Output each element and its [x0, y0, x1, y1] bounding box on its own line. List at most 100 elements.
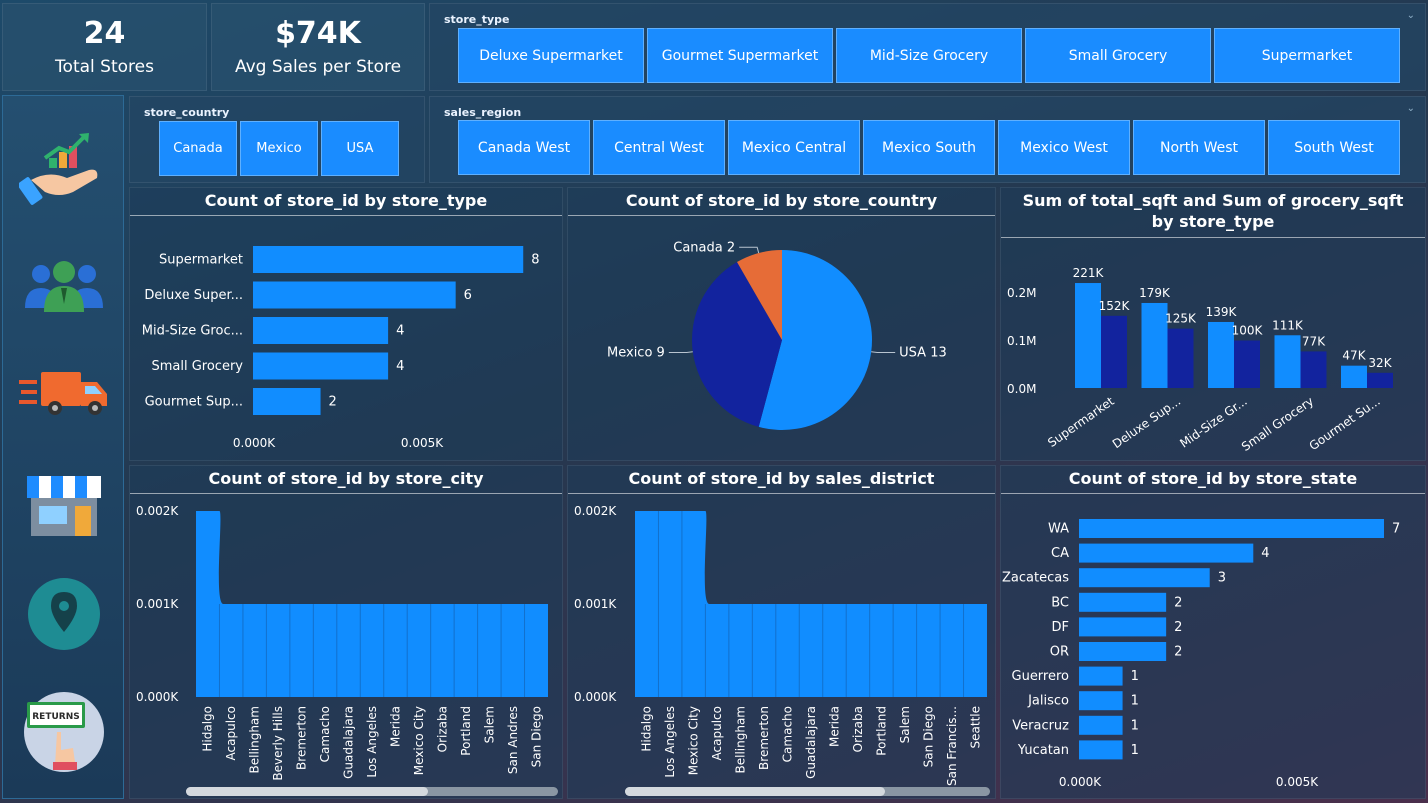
slicer-option[interactable]: Mexico [240, 121, 318, 176]
kpi-label: Total Stores [55, 57, 154, 77]
chart-by-store-type: Count of store_id by store_type Supermar… [129, 187, 563, 461]
kpi-value: $74K [275, 16, 361, 51]
chart-title: Sum of total_sqft and Sum of grocery_sqf… [1022, 191, 1404, 231]
bar [1079, 519, 1384, 538]
slicer-option[interactable]: Mexico Central [728, 120, 860, 175]
customers-icon[interactable] [19, 246, 109, 326]
y-tick-label: 0.1M [1007, 334, 1036, 348]
data-label: 1 [1131, 669, 1139, 684]
chart-canvas: 0.0M 0.1M 0.2M 221K 152K Supermarket 179K 125K D… [1007, 266, 1393, 454]
x-tick-label: 0.005K [1276, 775, 1319, 789]
slicer-option[interactable]: Canada [159, 121, 237, 176]
y-tick-label: 0.000K [136, 690, 179, 704]
chevron-down-icon[interactable]: ⌄ [1406, 103, 1415, 114]
data-label: 125K [1165, 312, 1197, 326]
delivery-truck-icon[interactable] [19, 358, 109, 438]
slicer-option[interactable]: Mexico West [998, 120, 1130, 175]
horizontal-scrollbar[interactable] [625, 787, 990, 796]
slice-label: Canada 2 [673, 240, 735, 255]
chart-canvas: 0.000K 0.001K 0.002K Hidalgo Los Angeles Mexi… [574, 504, 987, 786]
scrollbar-thumb[interactable] [625, 787, 885, 796]
location-pin-icon[interactable] [19, 574, 109, 654]
slicer-option[interactable]: Deluxe Supermarket [458, 28, 644, 83]
bar [1079, 642, 1167, 661]
data-label: 1 [1131, 694, 1139, 709]
area-fill [196, 511, 548, 697]
bar [1079, 691, 1123, 711]
category-label: Los Angeles [365, 706, 379, 778]
category-label: Los Angeles [663, 706, 677, 778]
x-tick-label: 0.005K [401, 436, 444, 450]
slicer-option[interactable]: USA [321, 121, 399, 176]
sales-growth-icon[interactable] [17, 128, 109, 208]
category-label: Beverly Hills [271, 706, 285, 781]
category-label: Camacho [781, 706, 795, 762]
returns-icon[interactable]: RETURNS [19, 688, 109, 772]
chevron-down-icon[interactable]: ⌄ [1406, 10, 1415, 21]
slicer-option[interactable]: Canada West [458, 120, 590, 175]
slicer-option[interactable]: South West [1268, 120, 1400, 175]
horizontal-scrollbar[interactable] [186, 787, 558, 796]
slicer-option[interactable]: Small Grocery [1025, 28, 1211, 83]
data-label: 152K [1099, 299, 1131, 313]
slicer-option[interactable]: Gourmet Supermarket [647, 28, 833, 83]
column [1141, 302, 1168, 388]
data-label: 111K [1272, 318, 1304, 332]
slice-label: USA 13 [899, 346, 947, 361]
bar [253, 388, 321, 415]
data-label: 7 [1392, 522, 1400, 537]
y-tick-label: 0.000K [574, 690, 617, 704]
slicer-option[interactable]: Central West [593, 120, 725, 175]
bar [253, 281, 456, 309]
column [1208, 321, 1234, 388]
slicer-store-country: store_country Canada Mexico USA [129, 96, 425, 183]
category-label: Bremerton [757, 706, 771, 770]
y-tick-label: 0.0M [1007, 382, 1036, 396]
bar [1079, 715, 1123, 735]
column [1234, 340, 1260, 388]
chart-by-store-city: Count of store_id by store_city 0.000K 0.… [129, 465, 563, 799]
chart-by-sales-district: Count of store_id by sales_district 0.00… [567, 465, 996, 799]
column [1300, 351, 1327, 388]
slicer-option[interactable]: Supermarket [1214, 28, 1400, 83]
category-label: Salem [898, 706, 912, 743]
leader-line [668, 351, 693, 354]
category-label: Deluxe Super... [144, 288, 243, 303]
slicer-option[interactable]: Mexico South [863, 120, 995, 175]
category-label: Orizaba [851, 706, 865, 752]
category-label: Acapulco [224, 706, 238, 760]
bar [1079, 543, 1254, 563]
category-label: Mexico City [687, 706, 701, 775]
slicer-option[interactable]: North West [1133, 120, 1265, 175]
chart-sqft-by-store-type: Sum of total_sqft and Sum of grocery_sqf… [1000, 187, 1426, 461]
data-label: 77K [1302, 334, 1326, 348]
bar [1079, 617, 1167, 637]
category-label: OR [1050, 645, 1069, 660]
kpi-avg-sales: $74K Avg Sales per Store [211, 3, 425, 91]
category-label: Hidalgo [201, 706, 215, 752]
kpi-value: 24 [83, 16, 126, 51]
category-label: Camacho [318, 706, 332, 762]
category-label: Guadalajara [342, 706, 356, 779]
column [1274, 335, 1301, 388]
pie-slice [737, 250, 782, 340]
bar [1079, 568, 1210, 588]
store-icon[interactable] [19, 468, 109, 548]
category-label: Gourmet Sup... [145, 395, 243, 410]
category-label: Small Grocery [1239, 394, 1316, 454]
slice-label: Mexico 9 [607, 346, 665, 361]
data-label: 2 [1174, 595, 1182, 610]
kpi-label: Avg Sales per Store [234, 57, 402, 77]
slicer-option[interactable]: Mid-Size Grocery [836, 28, 1022, 83]
category-label: San Diego [921, 706, 935, 767]
bar [253, 317, 389, 344]
y-tick-label: 0.2M [1007, 286, 1036, 300]
data-label: 2 [1174, 620, 1182, 635]
x-tick-label: 0.000K [1059, 775, 1102, 789]
category-label: Mexico City [412, 706, 426, 775]
column [1367, 372, 1393, 388]
chart-canvas: WA 7 CA 4 Zacatecas 3 BC 2 DF 2 OR 2 Guerrero 1 Jalisc… [1002, 519, 1400, 789]
data-label: 2 [1174, 645, 1182, 660]
scrollbar-thumb[interactable] [186, 787, 428, 796]
chart-canvas: Supermarket 8 Deluxe Super... 6 Mid-Size Gro… [142, 246, 540, 450]
